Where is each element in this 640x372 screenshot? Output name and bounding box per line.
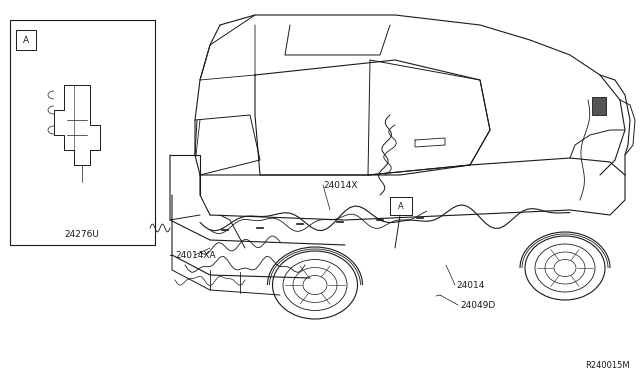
Bar: [390, 197, 412, 215]
Bar: [10, 20, 155, 245]
Text: A: A: [398, 202, 404, 211]
Text: 24276U: 24276U: [65, 230, 99, 239]
Text: 24014: 24014: [456, 280, 484, 289]
Text: 24049D: 24049D: [460, 301, 495, 310]
Text: R240015M: R240015M: [586, 360, 630, 369]
Text: 24014X: 24014X: [323, 180, 358, 189]
Bar: [592, 97, 606, 115]
Text: 24014XA: 24014XA: [175, 250, 216, 260]
Text: A: A: [23, 35, 29, 45]
Bar: [16, 30, 36, 50]
